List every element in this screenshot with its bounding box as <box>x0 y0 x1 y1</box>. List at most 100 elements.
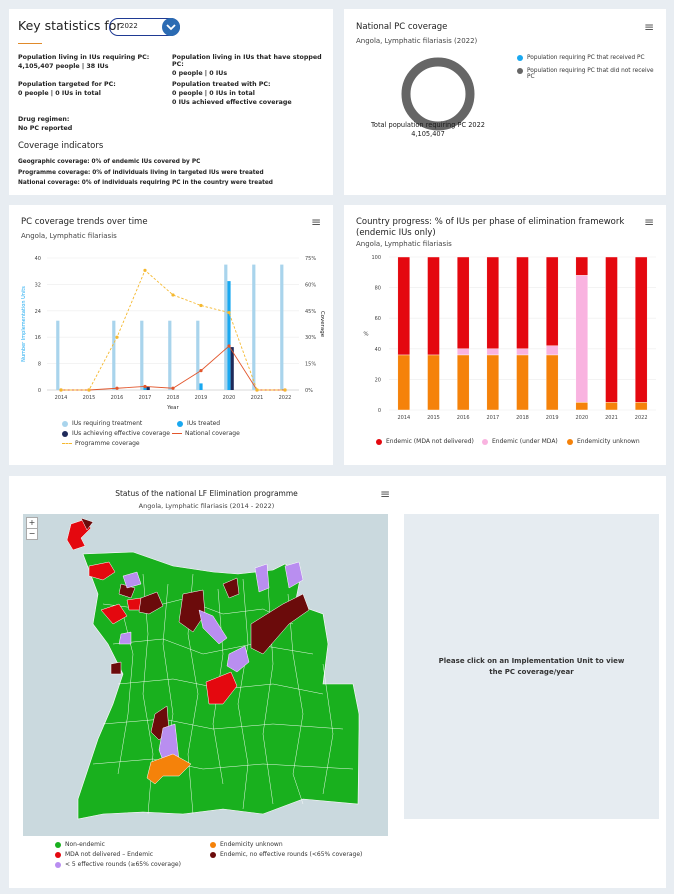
pop-stopped-block: Population living in IUs that have stopp… <box>172 54 333 77</box>
bar-segment-endemicity-unknown <box>634 402 648 411</box>
legend-label: Endemic (under MDA) <box>492 438 558 445</box>
legend-national-coverage[interactable]: National coverage <box>172 430 240 437</box>
legend-label: MDA not delivered – Endemic <box>65 851 154 858</box>
map-region-cabinda-north[interactable] <box>80 517 94 531</box>
legend-dot <box>55 841 61 848</box>
y2-tick-label: 75% <box>305 256 316 262</box>
bar-ius-achieving-effective-coverage <box>230 347 234 390</box>
pop-requiring-value: 4,105,407 people | 38 IUs <box>18 63 109 70</box>
map-region-red-1[interactable] <box>88 561 116 581</box>
y2-axis-title: Coverage <box>319 311 325 338</box>
legend-dot <box>62 420 68 427</box>
map-region-purple-7[interactable] <box>118 631 132 645</box>
map-region-purple-1[interactable] <box>122 571 142 589</box>
map-region-purple-5[interactable] <box>284 561 304 589</box>
legend-dot <box>376 438 382 445</box>
legend-received[interactable]: Population requiring PC that received PC <box>517 55 645 61</box>
bar-segment-endemic-mda-not-delivered- <box>605 256 618 403</box>
legend-dot <box>62 430 68 437</box>
map-legend-mda-not-delivered[interactable]: MDA not delivered – Endemic <box>55 851 153 858</box>
geographic-coverage-row: Geographic coverage: 0% of endemic IUs c… <box>18 157 273 168</box>
map-region-red-4[interactable] <box>205 671 238 705</box>
geographic-coverage-label: Geographic coverage: <box>18 159 90 165</box>
bar-segment-endemic-under-mda- <box>456 348 470 356</box>
x-tick-label: 2019 <box>546 415 559 421</box>
legend-dot <box>55 861 61 868</box>
chevron-down-icon[interactable] <box>162 18 180 36</box>
bar-segment-endemic-mda-not-delivered- <box>545 256 559 346</box>
x-tick-label: 2017 <box>486 415 499 421</box>
bar-ius-requiring-treatment <box>168 320 172 390</box>
hamburger-menu-icon[interactable]: ≡ <box>380 487 391 501</box>
y-tick-label: 16 <box>35 335 41 341</box>
trends-title: PC coverage trends over time <box>21 217 148 227</box>
map-region-maroon-7[interactable] <box>222 577 240 599</box>
map-region-purple-2[interactable] <box>198 609 228 645</box>
legend-dot <box>55 851 61 858</box>
coverage-indicators-list: Geographic coverage: 0% of endemic IUs c… <box>18 157 273 189</box>
point-national-coverage <box>115 386 119 390</box>
map-legend-no-effective[interactable]: Endemic, no effective rounds (<65% cover… <box>210 851 362 858</box>
zoom-out-button[interactable]: − <box>26 528 38 540</box>
map-region-orange-1[interactable] <box>146 753 192 785</box>
national-coverage-value: 0% of individuals requiring PC in the co… <box>81 180 273 186</box>
total-population-value: 4,105,407 <box>411 130 445 138</box>
legend-dot-received <box>517 55 523 61</box>
hamburger-menu-icon[interactable]: ≡ <box>310 215 321 229</box>
map-region-maroon-2[interactable] <box>138 591 164 615</box>
angola-map[interactable] <box>23 514 388 836</box>
pop-treated-value-1: 0 people | 0 IUs in total <box>172 90 255 97</box>
hamburger-menu-icon[interactable]: ≡ <box>643 215 654 229</box>
y-axis-title: % <box>363 332 368 338</box>
map-region-maroon-4[interactable] <box>250 593 310 655</box>
legend-under-mda[interactable]: Endemic (under MDA) <box>482 438 558 445</box>
point-programme-coverage <box>87 388 91 392</box>
legend-ius-treated[interactable]: IUs treated <box>177 420 220 427</box>
legend-not-received[interactable]: Population requiring PC that did not rec… <box>517 68 662 80</box>
zoom-in-button[interactable]: + <box>26 517 38 529</box>
legend-programme-coverage[interactable]: Programme coverage <box>62 440 140 447</box>
bar-ius-achieving-effective-coverage <box>146 386 150 390</box>
legend-endemicity-unknown[interactable]: Endemicity unknown <box>567 438 640 445</box>
legend-label: IUs requiring treatment <box>72 420 143 427</box>
x-tick-label: 2016 <box>111 395 124 401</box>
map-region-red-2[interactable] <box>100 603 128 625</box>
bar-segment-endemic-under-mda- <box>486 348 500 356</box>
x-tick-label: 2014 <box>397 415 410 421</box>
legend-mda-not-delivered[interactable]: Endemic (MDA not delivered) <box>376 438 474 445</box>
year-select[interactable]: 2022 <box>109 18 180 36</box>
map-legend-unknown[interactable]: Endemicity unknown <box>210 841 283 848</box>
legend-label: Endemic (MDA not delivered) <box>386 438 474 445</box>
point-national-coverage <box>227 344 231 348</box>
map-area[interactable]: + − <box>23 514 388 836</box>
line-programme-coverage <box>61 269 285 391</box>
pop-treated-label: Population treated with PC: <box>172 81 271 88</box>
map-region-purple-3[interactable] <box>226 645 250 673</box>
map-region-red-3[interactable] <box>126 597 142 611</box>
legend-ius-requiring[interactable]: IUs requiring treatment <box>62 420 142 427</box>
map-region-purple-4[interactable] <box>254 563 270 593</box>
x-tick-label: 2022 <box>279 395 292 401</box>
year-select-value: 2022 <box>120 22 138 30</box>
map-region-maroon-3[interactable] <box>178 589 206 633</box>
point-programme-coverage <box>283 388 287 392</box>
iu-info-text: Please click on an Implementation Unit t… <box>438 657 625 676</box>
national-pc-donut <box>401 57 475 131</box>
legend-label: IUs achieving effective coverage <box>72 430 170 437</box>
bar-segment-endemic-mda-not-delivered- <box>456 256 470 350</box>
map-legend-effective-rounds[interactable]: < 5 effective rounds (≥65% coverage) <box>55 861 181 868</box>
bar-segment-endemicity-unknown <box>397 354 411 411</box>
bar-segment-endemicity-unknown <box>427 354 440 411</box>
legend-ius-effective[interactable]: IUs achieving effective coverage <box>62 430 170 437</box>
hamburger-menu-icon[interactable]: ≡ <box>643 20 654 34</box>
bar-ius-requiring-treatment <box>140 320 144 390</box>
bar-segment-endemic-mda-not-delivered- <box>575 256 589 276</box>
map-region-maroon-6[interactable] <box>110 661 122 675</box>
legend-dot <box>482 438 488 445</box>
map-legend-non-endemic[interactable]: Non-endemic <box>55 841 105 848</box>
legend-received-label: Population requiring PC that received PC <box>527 55 645 61</box>
x-axis-title: Year <box>166 405 179 411</box>
bar-ius-requiring-treatment <box>56 320 60 390</box>
trends-chart: 0 8 16 24 32 40 0% 15% 30% 45% 60% 75% Number Implem… <box>21 256 325 411</box>
pop-treated-value-2: 0 IUs achieved effective coverage <box>172 99 292 106</box>
